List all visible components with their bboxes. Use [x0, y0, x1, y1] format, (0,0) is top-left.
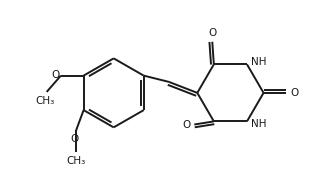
Text: O: O: [70, 134, 79, 144]
Text: O: O: [182, 119, 191, 130]
Text: NH: NH: [251, 57, 267, 67]
Text: CH₃: CH₃: [66, 156, 85, 166]
Text: CH₃: CH₃: [36, 96, 55, 106]
Text: O: O: [290, 88, 298, 98]
Text: NH: NH: [251, 119, 267, 129]
Text: O: O: [208, 28, 216, 38]
Text: O: O: [51, 70, 59, 80]
